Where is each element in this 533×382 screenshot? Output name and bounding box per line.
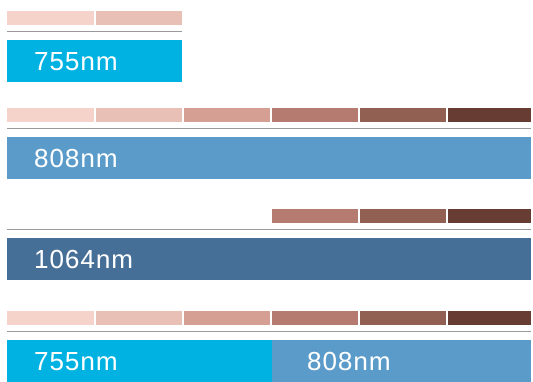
divider-line-4 — [7, 331, 531, 332]
skin-type-swatch-3 — [184, 311, 270, 325]
skin-swatch-row-4 — [7, 311, 531, 325]
skin-type-swatch-5 — [360, 108, 446, 122]
skin-type-swatch-3 — [184, 108, 270, 122]
wavelength-band-755nm: 755nm — [7, 40, 182, 82]
skin-type-swatch-1 — [7, 108, 94, 122]
skin-type-swatch-2 — [96, 11, 182, 25]
wavelength-band-1064nm: 1064nm — [7, 238, 531, 280]
skin-type-swatch-4 — [272, 108, 358, 122]
divider-line-1 — [7, 31, 182, 32]
divider-line-2 — [7, 128, 531, 129]
skin-swatch-row-1 — [7, 11, 182, 25]
combined-wavelength-band: 755nm 808nm — [7, 340, 531, 382]
skin-type-swatch-2 — [96, 311, 182, 325]
band-label: 755nm — [34, 46, 119, 76]
wavelength-band-755nm: 755nm — [7, 340, 272, 382]
skin-type-swatch-5 — [360, 209, 446, 223]
wavelength-band-808nm: 808nm — [7, 137, 531, 179]
band-label: 755nm — [34, 346, 119, 376]
skin-type-swatch-6 — [448, 108, 531, 122]
skin-type-swatch-4 — [272, 209, 358, 223]
skin-swatch-row-2 — [7, 108, 531, 122]
skin-type-swatch-6 — [448, 311, 531, 325]
divider-line-3 — [7, 229, 531, 230]
band-label: 1064nm — [34, 244, 134, 274]
skin-type-swatch-6 — [448, 209, 531, 223]
band-label: 808nm — [307, 346, 392, 376]
skin-type-swatch-4 — [272, 311, 358, 325]
skin-type-swatch-2 — [96, 108, 182, 122]
skin-type-swatch-1 — [7, 311, 94, 325]
wavelength-band-808nm: 808nm — [272, 340, 531, 382]
skin-swatch-row-3 — [272, 209, 531, 223]
skin-type-swatch-5 — [360, 311, 446, 325]
band-label: 808nm — [34, 143, 119, 173]
skin-type-swatch-1 — [7, 11, 94, 25]
